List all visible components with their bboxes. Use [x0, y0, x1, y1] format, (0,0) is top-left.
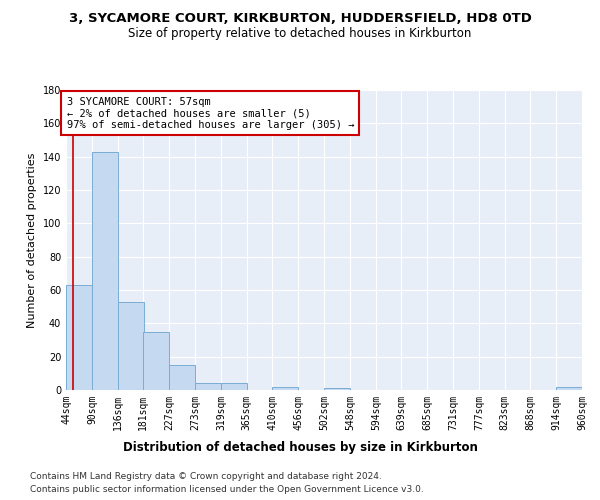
- Y-axis label: Number of detached properties: Number of detached properties: [27, 152, 37, 328]
- Bar: [195, 384, 221, 390]
- Bar: [272, 386, 298, 390]
- Text: Contains HM Land Registry data © Crown copyright and database right 2024.: Contains HM Land Registry data © Crown c…: [30, 472, 382, 481]
- Bar: [169, 365, 195, 390]
- Bar: [556, 386, 582, 390]
- Bar: [221, 384, 247, 390]
- Bar: [66, 285, 92, 390]
- Bar: [324, 388, 350, 390]
- Text: 3, SYCAMORE COURT, KIRKBURTON, HUDDERSFIELD, HD8 0TD: 3, SYCAMORE COURT, KIRKBURTON, HUDDERSFI…: [68, 12, 532, 26]
- Text: Contains public sector information licensed under the Open Government Licence v3: Contains public sector information licen…: [30, 485, 424, 494]
- Bar: [118, 302, 144, 390]
- Text: Distribution of detached houses by size in Kirkburton: Distribution of detached houses by size …: [122, 441, 478, 454]
- Bar: [92, 152, 118, 390]
- Text: Size of property relative to detached houses in Kirkburton: Size of property relative to detached ho…: [128, 28, 472, 40]
- Bar: [143, 332, 169, 390]
- Text: 3 SYCAMORE COURT: 57sqm
← 2% of detached houses are smaller (5)
97% of semi-deta: 3 SYCAMORE COURT: 57sqm ← 2% of detached…: [67, 96, 354, 130]
